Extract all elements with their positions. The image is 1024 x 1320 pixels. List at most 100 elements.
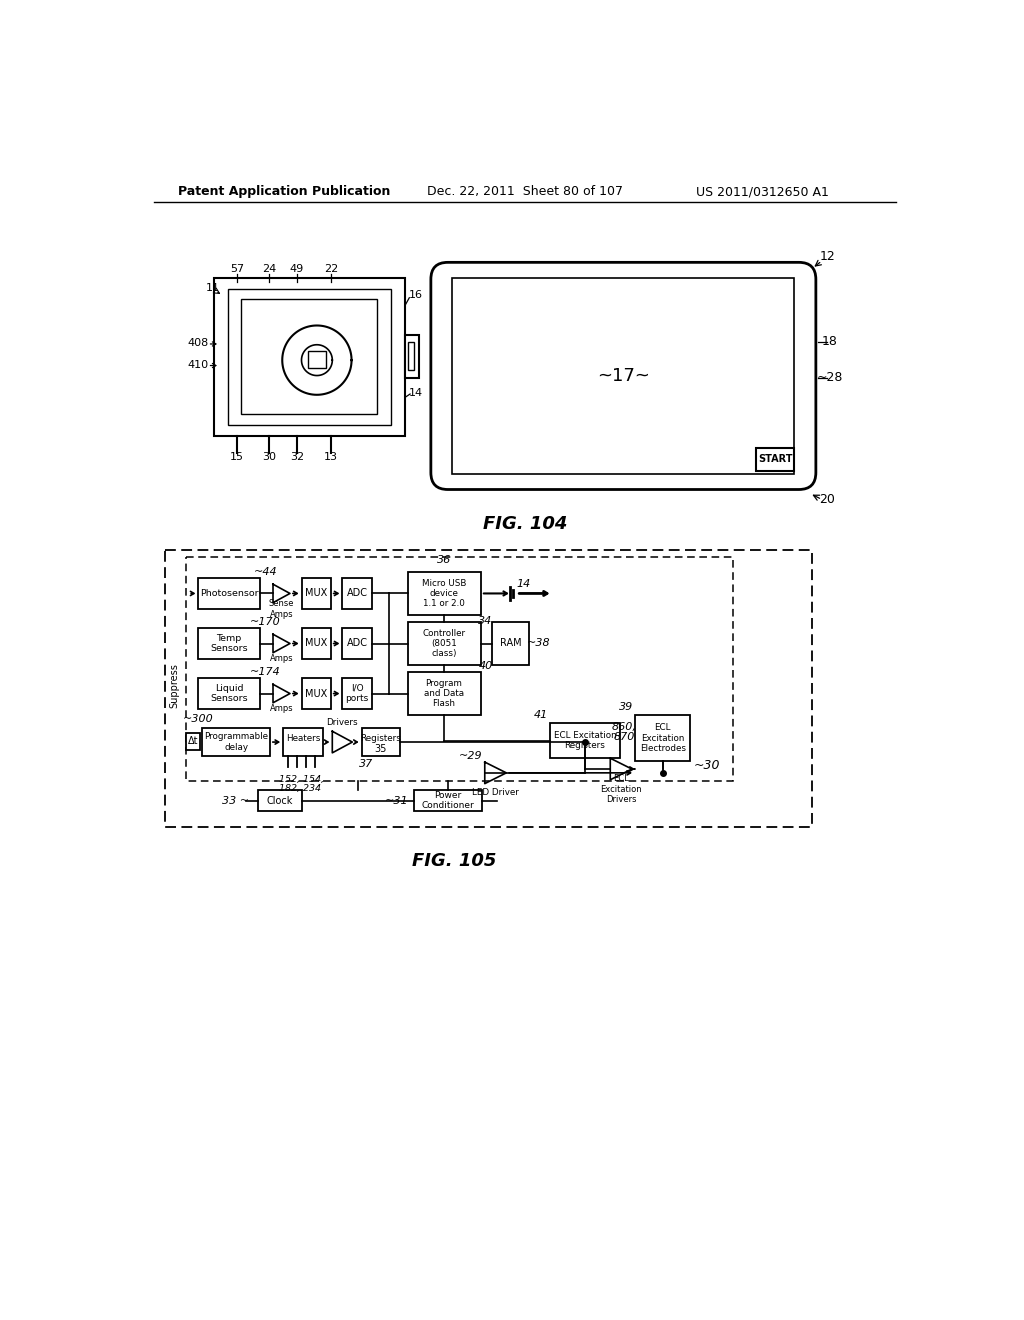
Text: 37: 37 bbox=[359, 759, 374, 768]
Bar bbox=[165, 549, 812, 826]
Text: Temp
Sensors: Temp Sensors bbox=[210, 634, 248, 653]
Text: 11: 11 bbox=[206, 282, 220, 293]
Bar bbox=[307, 351, 326, 368]
Text: MUX: MUX bbox=[305, 639, 328, 648]
Text: 182, 234: 182, 234 bbox=[280, 784, 322, 793]
Bar bbox=[214, 277, 404, 436]
Text: Suppress: Suppress bbox=[169, 664, 179, 709]
Text: FIG. 105: FIG. 105 bbox=[412, 853, 497, 870]
Text: 32: 32 bbox=[290, 453, 304, 462]
Text: ECL Excitation
Registers: ECL Excitation Registers bbox=[554, 731, 616, 750]
Bar bbox=[202, 729, 270, 756]
Bar bbox=[199, 578, 260, 609]
Bar bbox=[342, 628, 372, 659]
Text: ~38: ~38 bbox=[526, 639, 551, 648]
Text: 13: 13 bbox=[324, 453, 338, 462]
Text: 57: 57 bbox=[229, 264, 244, 273]
Text: 18: 18 bbox=[822, 335, 838, 348]
Bar bbox=[199, 678, 260, 709]
Bar bbox=[453, 277, 795, 474]
Text: 34: 34 bbox=[477, 616, 492, 626]
Text: Amps: Amps bbox=[269, 705, 293, 713]
Text: 36: 36 bbox=[437, 556, 452, 565]
Text: Amps: Amps bbox=[269, 655, 293, 664]
Bar bbox=[186, 557, 733, 780]
Text: 870: 870 bbox=[613, 731, 635, 742]
Text: Patent Application Publication: Patent Application Publication bbox=[178, 185, 391, 198]
Text: Controller
(8051
class): Controller (8051 class) bbox=[422, 628, 466, 659]
Text: US 2011/0312650 A1: US 2011/0312650 A1 bbox=[695, 185, 828, 198]
Text: Drivers: Drivers bbox=[327, 718, 358, 726]
Text: 860,: 860, bbox=[611, 722, 637, 733]
Text: Δt: Δt bbox=[187, 737, 199, 746]
Bar bbox=[756, 447, 795, 471]
Text: 16: 16 bbox=[409, 290, 423, 301]
Text: 14: 14 bbox=[409, 388, 423, 399]
Bar bbox=[301, 578, 331, 609]
Text: Micro USB
device
1.1 or 2.0: Micro USB device 1.1 or 2.0 bbox=[422, 578, 466, 609]
Bar bbox=[408, 572, 481, 615]
Bar bbox=[242, 300, 377, 414]
Bar bbox=[301, 678, 331, 709]
Text: 12: 12 bbox=[819, 251, 836, 264]
Bar bbox=[404, 335, 419, 378]
Bar bbox=[414, 789, 481, 812]
Text: ADC: ADC bbox=[346, 639, 368, 648]
Text: RAM: RAM bbox=[500, 639, 522, 648]
Text: 152, 154,: 152, 154, bbox=[280, 775, 325, 784]
Text: ECL
Excitation
Drivers: ECL Excitation Drivers bbox=[600, 774, 642, 804]
Text: Liquid
Sensors: Liquid Sensors bbox=[210, 684, 248, 704]
FancyBboxPatch shape bbox=[431, 263, 816, 490]
Bar bbox=[283, 729, 323, 756]
Text: ~170: ~170 bbox=[250, 616, 281, 627]
Text: 35: 35 bbox=[375, 744, 387, 754]
Text: Programmable
delay: Programmable delay bbox=[204, 733, 268, 752]
Text: I/O
ports: I/O ports bbox=[345, 684, 369, 704]
Bar bbox=[408, 622, 481, 665]
Text: Registers: Registers bbox=[360, 734, 401, 743]
Bar bbox=[342, 678, 372, 709]
Bar bbox=[550, 723, 620, 758]
Text: 30: 30 bbox=[262, 453, 276, 462]
Text: 24: 24 bbox=[262, 264, 276, 273]
Text: Program
and Data
Flash: Program and Data Flash bbox=[424, 678, 464, 709]
Bar bbox=[199, 628, 260, 659]
Bar bbox=[186, 733, 200, 750]
Text: 408: 408 bbox=[187, 338, 209, 348]
Bar bbox=[361, 729, 400, 756]
Bar bbox=[408, 672, 481, 715]
Text: 14: 14 bbox=[517, 579, 531, 589]
Text: 40: 40 bbox=[478, 661, 493, 671]
Text: START: START bbox=[758, 454, 793, 465]
Text: ~300: ~300 bbox=[183, 714, 214, 723]
Text: FIG. 104: FIG. 104 bbox=[482, 515, 567, 533]
Text: ADC: ADC bbox=[346, 589, 368, 598]
Text: ~174: ~174 bbox=[250, 667, 281, 677]
Text: MUX: MUX bbox=[305, 689, 328, 698]
Text: LED Driver: LED Driver bbox=[472, 788, 519, 797]
Text: Clock: Clock bbox=[267, 796, 293, 805]
Bar bbox=[227, 289, 391, 425]
Bar bbox=[493, 622, 529, 665]
Bar bbox=[342, 578, 372, 609]
Text: ~44: ~44 bbox=[254, 566, 278, 577]
Text: ~17~: ~17~ bbox=[597, 367, 650, 384]
Bar bbox=[635, 715, 690, 762]
Text: ~28: ~28 bbox=[816, 371, 843, 384]
Text: Dec. 22, 2011  Sheet 80 of 107: Dec. 22, 2011 Sheet 80 of 107 bbox=[427, 185, 623, 198]
Text: ~29: ~29 bbox=[459, 751, 482, 760]
Text: Photosensor: Photosensor bbox=[200, 589, 258, 598]
Text: 49: 49 bbox=[290, 264, 304, 273]
Text: 33 ~: 33 ~ bbox=[222, 796, 250, 805]
Text: ~30: ~30 bbox=[694, 759, 721, 772]
Text: Sense
Amps: Sense Amps bbox=[268, 599, 294, 619]
Text: 41: 41 bbox=[534, 710, 548, 721]
Text: 15: 15 bbox=[229, 453, 244, 462]
Text: ECL
Excitation
Electrodes: ECL Excitation Electrodes bbox=[640, 723, 686, 754]
Text: ~31: ~31 bbox=[385, 796, 409, 805]
Text: Heaters: Heaters bbox=[286, 734, 321, 743]
Text: 20: 20 bbox=[819, 492, 836, 506]
Bar bbox=[258, 789, 302, 812]
Text: Power
Conditioner: Power Conditioner bbox=[422, 791, 474, 810]
Text: 22: 22 bbox=[324, 264, 338, 273]
